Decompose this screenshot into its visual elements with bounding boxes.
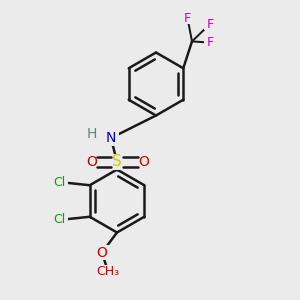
- Text: CH₃: CH₃: [96, 265, 120, 278]
- Text: H: H: [86, 127, 97, 141]
- Bar: [108, 154, 126, 170]
- Bar: [50, 176, 68, 190]
- Text: S: S: [112, 154, 122, 169]
- Bar: [204, 37, 216, 48]
- Text: F: F: [206, 17, 214, 31]
- Text: F: F: [206, 36, 214, 49]
- Bar: [97, 265, 119, 278]
- Text: Cl: Cl: [53, 176, 65, 189]
- Bar: [182, 12, 193, 24]
- Text: O: O: [138, 155, 149, 169]
- Bar: [84, 154, 99, 169]
- Bar: [95, 245, 109, 260]
- Text: O: O: [86, 155, 97, 169]
- Bar: [50, 212, 68, 226]
- Text: Cl: Cl: [53, 213, 65, 226]
- Text: O: O: [97, 246, 107, 260]
- Bar: [103, 130, 119, 146]
- Bar: [136, 154, 151, 169]
- Bar: [85, 127, 98, 141]
- Text: N: N: [106, 131, 116, 145]
- Text: F: F: [184, 11, 191, 25]
- Bar: [204, 18, 216, 30]
